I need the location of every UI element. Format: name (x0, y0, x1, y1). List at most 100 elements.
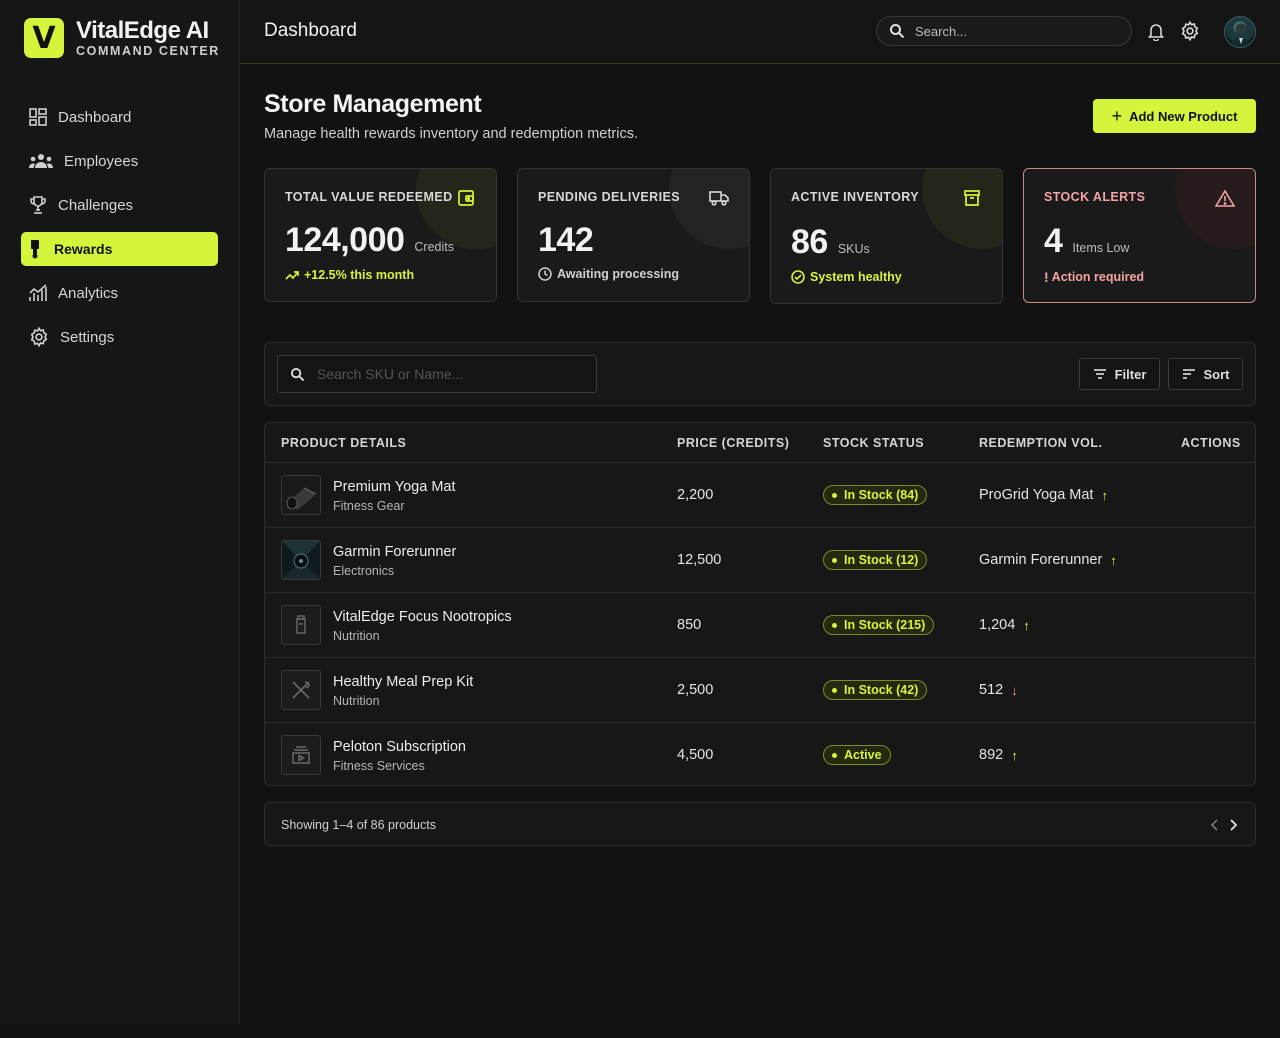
products-table: PRODUCT DETAILS PRICE (CREDITS) STOCK ST… (264, 422, 1256, 786)
sidebar-item-settings[interactable]: Settings (21, 320, 218, 354)
medal-icon (28, 239, 42, 259)
utensils-icon (281, 670, 321, 710)
sidebar-item-label: Rewards (54, 241, 113, 257)
sidebar-item-challenges[interactable]: Challenges (21, 188, 218, 222)
clock-icon (538, 267, 552, 281)
product-price: 12,500 (677, 552, 722, 568)
sidebar-item-label: Challenges (58, 196, 134, 214)
stat-card-total-value-redeemed: TOTAL VALUE REDEEMED 124,000 Credits +12… (264, 168, 497, 302)
stat-label: ACTIVE INVENTORY (791, 190, 919, 204)
sku-search[interactable] (277, 355, 597, 393)
sidebar-item-rewards[interactable]: Rewards (21, 232, 218, 266)
analytics-icon (28, 283, 48, 303)
arrow-up-icon: ↑ (1011, 747, 1018, 763)
stat-foot: +12.5% this month (304, 268, 415, 282)
stat-foot: Action required (1051, 270, 1145, 284)
column-header-price[interactable]: PRICE (CREDITS) (677, 436, 790, 450)
notifications-bell-icon[interactable] (1145, 20, 1167, 42)
product-category: Fitness Services (333, 759, 425, 773)
pagination: Showing 1–4 of 86 products (264, 802, 1256, 846)
sidebar-item-employees[interactable]: Employees (21, 144, 218, 178)
filter-button[interactable]: Filter (1079, 358, 1160, 390)
product-name: Premium Yoga Mat (333, 479, 456, 495)
table-row[interactable]: Premium Yoga Mat Fitness Gear 2,200 In S… (265, 463, 1255, 528)
header-title: Dashboard (264, 20, 357, 41)
redemption-value: 892 (979, 747, 1004, 763)
logo-mark: V (24, 18, 64, 58)
column-header-stock[interactable]: STOCK STATUS (823, 436, 925, 450)
redemption-volume: Garmin Forerunner ↑ (979, 552, 1117, 568)
stat-label: TOTAL VALUE REDEEMED (285, 190, 453, 204)
redemption-volume: ProGrid Yoga Mat ↑ (979, 487, 1108, 503)
sidebar-item-dashboard[interactable]: Dashboard (21, 100, 218, 134)
arrow-down-icon: ↓ (1011, 682, 1018, 698)
product-price: 2,200 (677, 487, 714, 503)
sidebar-item-label: Settings (60, 328, 115, 346)
sort-icon (1182, 368, 1196, 380)
status-text: Active (844, 748, 882, 762)
user-avatar[interactable] (1224, 16, 1256, 48)
stat-card-stock-alerts: STOCK ALERTS 4 Items Low ! Action requir… (1023, 168, 1256, 303)
product-name: VitalEdge Focus Nootropics (333, 609, 512, 625)
gear-icon (28, 326, 50, 348)
status-badge: Active (823, 745, 891, 765)
brand-logo[interactable]: V VitalEdge AI COMMAND CENTER (24, 18, 220, 58)
product-name: Peloton Subscription (333, 739, 466, 755)
status-text: In Stock (12) (844, 553, 919, 567)
table-header: PRODUCT DETAILS PRICE (CREDITS) STOCK ST… (265, 423, 1255, 463)
previous-page-chevron-icon[interactable] (1207, 816, 1223, 834)
add-new-product-button[interactable]: + Add New Product (1093, 99, 1256, 133)
redemption-value: 512 (979, 682, 1004, 698)
stat-card-pending-deliveries: PENDING DELIVERIES 142 Awaiting processi… (517, 168, 750, 302)
arrow-up-icon: ↑ (1110, 552, 1117, 568)
people-icon (28, 151, 54, 171)
search-icon (290, 367, 305, 382)
table-row[interactable]: Garmin Forerunner Electronics 12,500 In … (265, 528, 1255, 593)
status-badge: In Stock (42) (823, 680, 928, 700)
page-title: Store Management (264, 90, 482, 118)
settings-gear-icon[interactable] (1179, 20, 1201, 42)
bottle-icon (281, 605, 321, 645)
redemption-value: Garmin Forerunner (979, 552, 1103, 568)
stat-label: STOCK ALERTS (1044, 190, 1146, 204)
table-row[interactable]: Peloton Subscription Fitness Services 4,… (265, 723, 1255, 785)
warning-icon (1215, 188, 1235, 208)
wallet-icon (456, 188, 476, 208)
table-row[interactable]: Healthy Meal Prep Kit Nutrition 2,500 In… (265, 658, 1255, 723)
truck-icon (709, 188, 729, 208)
sidebar-item-label: Analytics (58, 284, 119, 302)
table-row[interactable]: VitalEdge Focus Nootropics Nutrition 850… (265, 593, 1255, 658)
next-page-chevron-icon[interactable] (1225, 816, 1241, 834)
sort-button[interactable]: Sort (1168, 358, 1243, 390)
stat-unit: Items Low (1072, 241, 1130, 255)
brand-name: VitalEdge AI (76, 17, 209, 44)
top-bar: Dashboard (240, 0, 1280, 64)
stat-value: 142 (538, 221, 594, 259)
status-badge: In Stock (215) (823, 615, 935, 635)
sidebar-nav: Dashboard Employees Challenges Rewards A… (21, 100, 218, 364)
status-text: In Stock (84) (844, 488, 919, 502)
trend-up-icon (285, 269, 299, 281)
column-header-redemption[interactable]: REDEMPTION VOL. (979, 436, 1103, 450)
trophy-icon (28, 195, 48, 215)
filter-bar: Filter Sort (264, 342, 1256, 406)
search-icon (889, 23, 905, 39)
sku-search-input[interactable] (317, 366, 596, 382)
stat-label: PENDING DELIVERIES (538, 190, 680, 204)
sidebar-item-analytics[interactable]: Analytics (21, 276, 218, 310)
column-header-product[interactable]: PRODUCT DETAILS (281, 436, 407, 450)
filter-label: Filter (1114, 366, 1147, 382)
product-category: Electronics (333, 564, 395, 578)
product-price: 2,500 (677, 682, 714, 698)
status-text: In Stock (42) (844, 683, 919, 697)
sidebar: V VitalEdge AI COMMAND CENTER Dashboard … (0, 0, 240, 1024)
product-category: Nutrition (333, 694, 380, 708)
arrow-up-icon: ↑ (1101, 487, 1108, 503)
stat-unit: SKUs (837, 242, 870, 256)
stat-card-active-inventory: ACTIVE INVENTORY 86 SKUs System healthy (770, 168, 1003, 304)
stat-foot: Awaiting processing (557, 267, 680, 281)
global-search[interactable] (876, 16, 1132, 46)
filter-icon (1093, 368, 1107, 380)
status-text: In Stock (215) (844, 618, 926, 632)
global-search-input[interactable] (915, 23, 1115, 39)
